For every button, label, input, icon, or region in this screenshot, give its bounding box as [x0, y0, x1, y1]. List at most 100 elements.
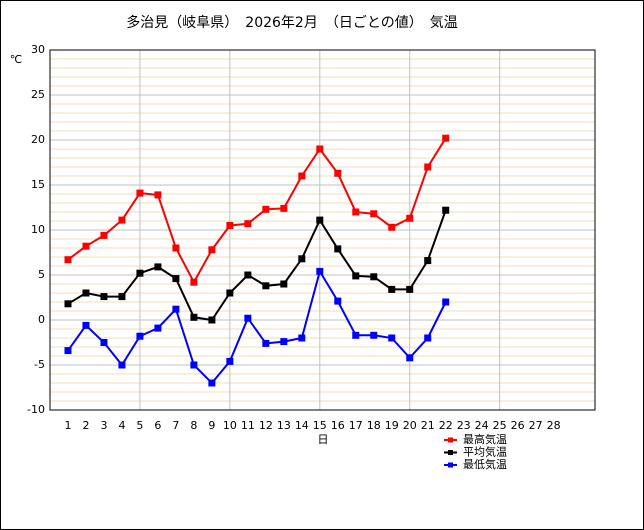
x-tick-label: 28	[547, 419, 561, 432]
point	[388, 223, 396, 231]
point	[388, 334, 396, 342]
point	[118, 216, 126, 224]
point	[352, 208, 360, 216]
x-tick-label: 23	[457, 419, 471, 432]
point	[280, 204, 288, 212]
point	[442, 134, 450, 142]
point	[244, 220, 252, 228]
point	[154, 191, 162, 199]
point	[424, 163, 432, 171]
x-tick-label: 15	[313, 419, 327, 432]
point	[334, 169, 342, 177]
x-tick-label: 27	[529, 419, 543, 432]
point	[208, 316, 216, 324]
x-tick-label: 11	[241, 419, 255, 432]
point	[442, 206, 450, 214]
legend-label: 最高気温	[463, 432, 507, 446]
x-tick-label: 24	[475, 419, 489, 432]
point	[316, 216, 324, 224]
y-tick-label: 15	[31, 178, 45, 191]
point	[64, 256, 72, 264]
point	[406, 285, 414, 293]
legend-marker	[448, 462, 453, 468]
point	[82, 289, 90, 297]
y-axis-label: ℃	[10, 53, 22, 66]
legend-label: 平均気温	[463, 445, 507, 459]
point	[100, 231, 108, 239]
point	[352, 272, 360, 280]
point	[172, 275, 180, 283]
point	[226, 357, 234, 365]
x-tick-label: 17	[349, 419, 363, 432]
point	[136, 269, 144, 277]
x-tick-label: 4	[118, 419, 125, 432]
chart-title: 多治見（岐阜県） 2026年2月 （日ごとの値） 気温	[126, 14, 457, 31]
point	[370, 331, 378, 339]
y-tick-label: -5	[34, 358, 45, 371]
y-tick-label: 20	[31, 133, 45, 146]
legend-marker	[448, 437, 453, 443]
x-tick-label: 5	[136, 419, 143, 432]
point	[388, 285, 396, 293]
y-tick-label: 30	[31, 43, 45, 56]
point	[226, 222, 234, 229]
point	[442, 298, 450, 306]
point	[100, 293, 108, 301]
point	[190, 313, 198, 321]
x-tick-label: 10	[223, 419, 237, 432]
series-line	[67, 137, 447, 285]
point	[118, 361, 126, 369]
x-tick-label: 18	[367, 419, 381, 432]
point	[370, 273, 378, 281]
point	[118, 293, 126, 301]
point	[136, 189, 144, 197]
point	[298, 334, 306, 342]
point	[154, 324, 162, 332]
point	[262, 339, 270, 347]
point	[316, 267, 324, 275]
point	[82, 242, 90, 250]
point	[226, 289, 234, 297]
x-tick-label: 3	[100, 419, 107, 432]
point	[244, 314, 252, 322]
point	[244, 271, 252, 279]
point	[100, 339, 108, 346]
point	[334, 245, 342, 253]
point	[172, 305, 180, 313]
point	[424, 334, 432, 342]
legend-marker	[448, 450, 453, 455]
x-tick-label: 26	[511, 419, 525, 432]
point	[262, 282, 270, 290]
point	[82, 321, 90, 329]
point	[154, 263, 162, 271]
x-tick-label: 14	[295, 419, 309, 432]
point	[280, 338, 288, 346]
point	[136, 332, 144, 340]
x-tick-label: 20	[403, 419, 417, 432]
y-tick-label: 10	[31, 223, 45, 236]
x-tick-label: 22	[439, 419, 453, 432]
point	[298, 255, 306, 263]
point	[298, 172, 306, 180]
x-tick-label: 25	[493, 419, 507, 432]
x-tick-label: 21	[421, 419, 435, 432]
point	[334, 297, 342, 305]
point	[208, 379, 216, 387]
y-tick-label: 0	[38, 313, 45, 326]
point	[370, 210, 378, 218]
point	[208, 246, 216, 254]
series-line	[67, 209, 447, 322]
point	[316, 145, 324, 153]
point	[352, 331, 360, 339]
x-tick-label: 6	[154, 419, 161, 432]
x-axis-label: 日	[318, 433, 329, 446]
y-tick-label: -10	[27, 403, 45, 416]
y-tick-label: 5	[38, 268, 45, 281]
legend-label: 最低気温	[463, 457, 507, 471]
point	[406, 214, 414, 222]
x-tick-label: 9	[208, 419, 215, 432]
point	[190, 361, 198, 369]
x-tick-label: 12	[259, 419, 273, 432]
x-tick-label: 13	[277, 419, 291, 432]
